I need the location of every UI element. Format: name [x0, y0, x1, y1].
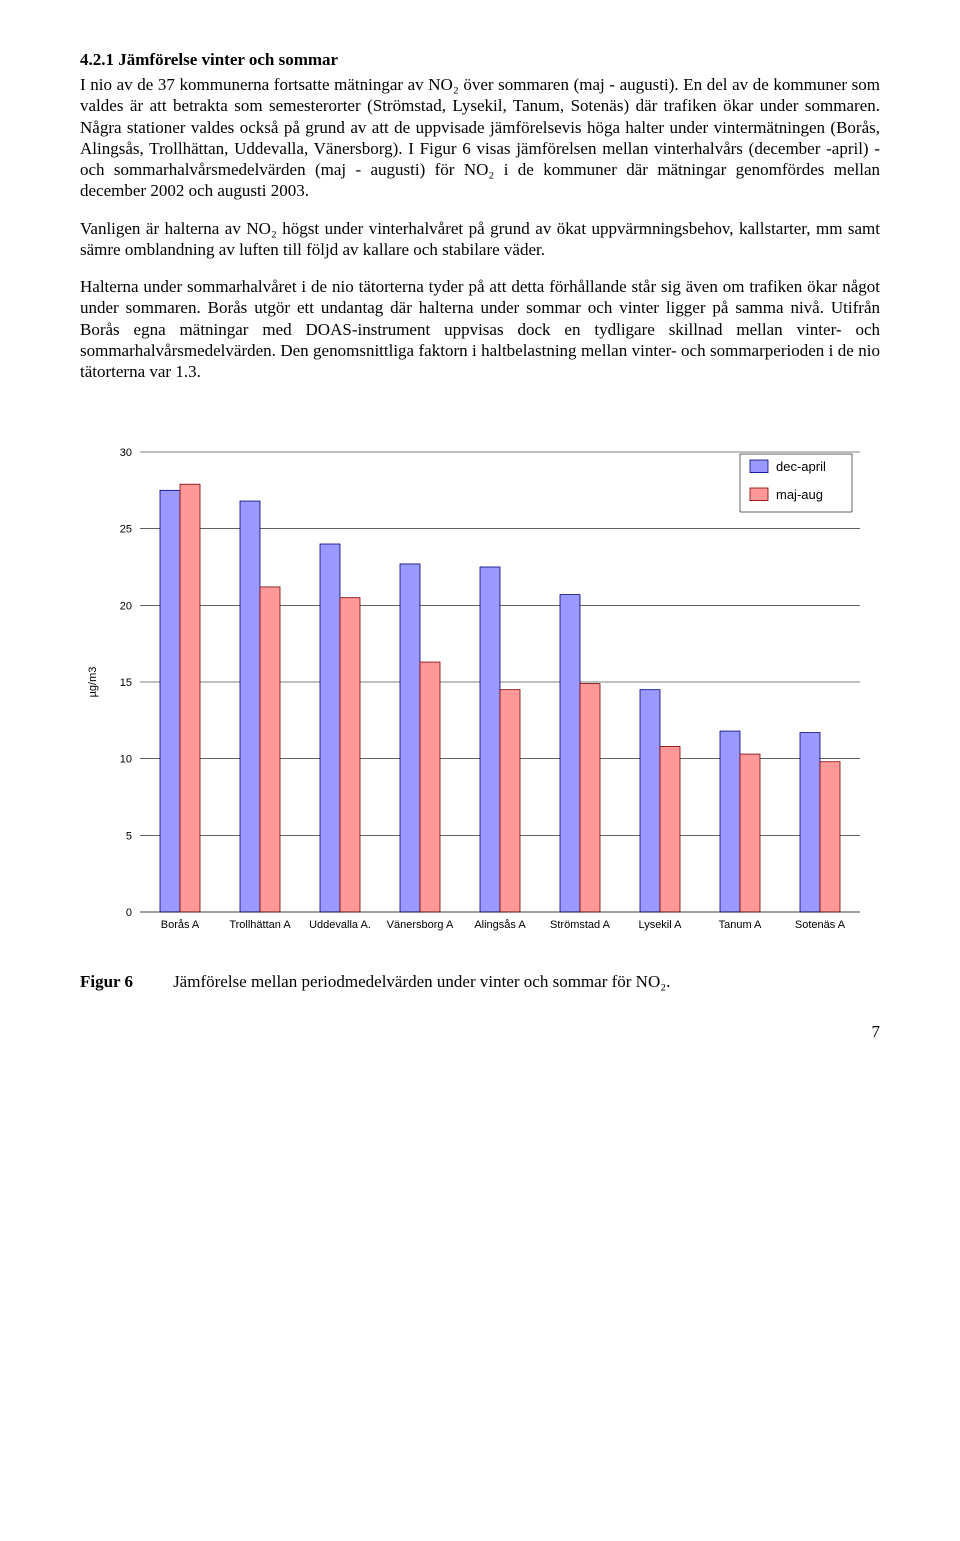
- section-heading: 4.2.1 Jämförelse vinter och sommar: [80, 50, 880, 70]
- paragraph-1: I nio av de 37 kommunerna fortsatte mätn…: [80, 74, 880, 202]
- paragraph-2: Vanligen är halterna av NO₂ högst under …: [80, 218, 880, 261]
- bar: [240, 501, 260, 912]
- bar: [340, 598, 360, 912]
- bar: [560, 595, 580, 912]
- bar: [800, 733, 820, 912]
- page-number: 7: [80, 1022, 880, 1042]
- bar: [640, 690, 660, 912]
- svg-text:Alingsås A: Alingsås A: [474, 919, 526, 931]
- bar: [480, 567, 500, 912]
- bar: [180, 484, 200, 912]
- bar: [820, 762, 840, 912]
- bar: [400, 564, 420, 912]
- svg-text:dec-april: dec-april: [776, 459, 826, 474]
- svg-text:Sotenäs A: Sotenäs A: [795, 919, 846, 931]
- svg-text:µg/m3: µg/m3: [87, 667, 99, 698]
- bar-chart-container: 0 5 10 15 20 25 30 µg/m3 Borås A Trollhättan A Udd…: [80, 442, 880, 962]
- svg-text:25: 25: [120, 524, 132, 536]
- figure-label: Figur 6: [80, 972, 133, 992]
- bar-chart: 0 5 10 15 20 25 30 µg/m3 Borås A Trollhättan A Udd…: [80, 442, 880, 962]
- svg-text:0: 0: [126, 907, 132, 919]
- svg-text:Trollhättan A: Trollhättan A: [229, 919, 291, 931]
- svg-text:Strömstad A: Strömstad A: [550, 919, 611, 931]
- bar: [720, 731, 740, 912]
- bar: [260, 587, 280, 912]
- bar: [160, 491, 180, 913]
- svg-text:Uddevalla A.: Uddevalla A.: [309, 919, 371, 931]
- figure-caption: Jämförelse mellan periodmedelvärden unde…: [173, 972, 670, 992]
- svg-text:20: 20: [120, 601, 132, 613]
- paragraph-3: Halterna under sommarhalvåret i de nio t…: [80, 276, 880, 382]
- svg-text:10: 10: [120, 754, 132, 766]
- svg-text:5: 5: [126, 831, 132, 843]
- figure-caption-row: Figur 6 Jämförelse mellan periodmedelvär…: [80, 972, 880, 992]
- svg-text:Borås A: Borås A: [161, 919, 200, 931]
- svg-text:Lysekil A: Lysekil A: [638, 919, 682, 931]
- svg-text:Vänersborg A: Vänersborg A: [387, 919, 454, 931]
- bar: [500, 690, 520, 912]
- svg-text:maj-aug: maj-aug: [776, 487, 823, 502]
- bar: [740, 754, 760, 912]
- bar: [660, 747, 680, 913]
- svg-text:30: 30: [120, 447, 132, 459]
- bar: [420, 662, 440, 912]
- bar: [580, 684, 600, 912]
- svg-text:15: 15: [120, 677, 132, 689]
- svg-text:Tanum A: Tanum A: [719, 919, 762, 931]
- bar: [320, 544, 340, 912]
